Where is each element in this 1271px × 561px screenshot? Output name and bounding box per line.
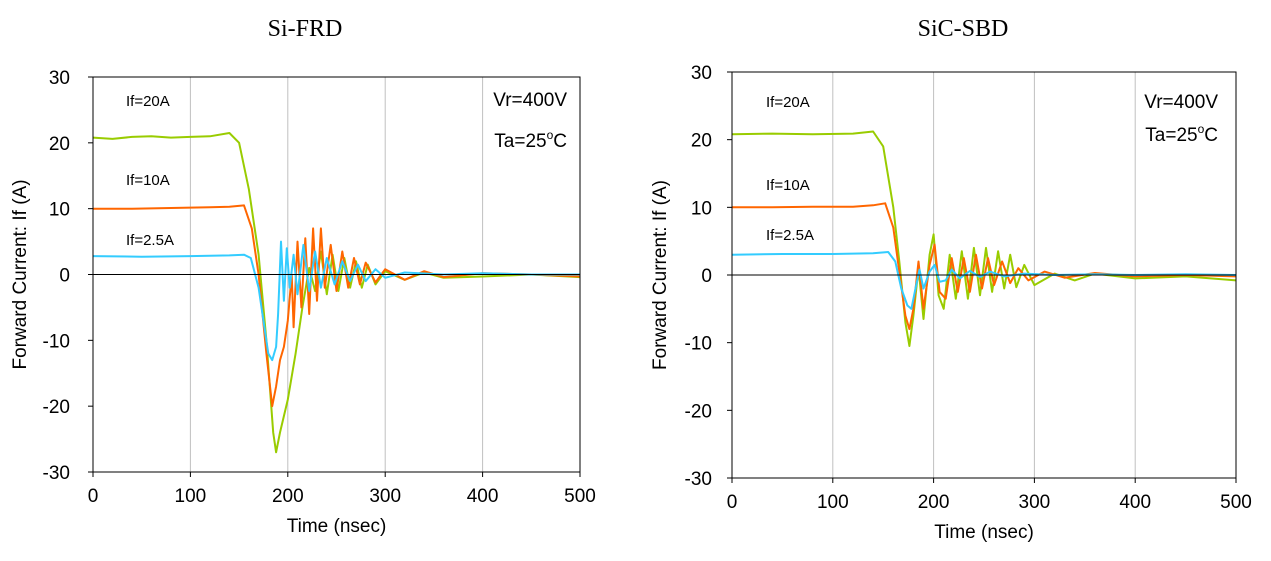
x-tick-label: 0 [88, 486, 99, 507]
temp-prefix: Ta=25 [494, 131, 546, 152]
x-tick-label: 400 [1119, 492, 1151, 513]
temp-suffix: C [553, 131, 567, 152]
series-annotation: If=10A [126, 172, 170, 189]
series-line [731, 251, 1237, 310]
y-axis-label: Forward Current: If (A) [10, 179, 31, 369]
x-tick-label: 400 [467, 486, 499, 507]
y-tick-label: 20 [691, 131, 712, 152]
y-tick-label: 10 [49, 200, 70, 221]
series-annotation: If=2.5A [766, 227, 814, 244]
x-tick-label: 500 [1220, 492, 1252, 513]
x-tick-label: 100 [817, 492, 849, 513]
y-tick-label: -20 [43, 397, 70, 418]
y-tick-label: 30 [49, 68, 70, 89]
y-axis-label: Forward Current: If (A) [650, 180, 671, 370]
x-tick-label: 200 [918, 492, 950, 513]
x-tick-label: 300 [1019, 492, 1051, 513]
y-tick-label: 0 [59, 266, 70, 287]
series-line [731, 130, 1237, 347]
series-annotation: If=20A [126, 93, 170, 110]
y-tick-label: -20 [685, 401, 712, 422]
series-annotation: If=20A [766, 94, 810, 111]
temperature-condition: Ta=25oC [494, 128, 567, 152]
x-tick-label: 500 [564, 486, 596, 507]
temperature-condition: Ta=25oC [1145, 122, 1218, 146]
series-annotation: If=10A [766, 177, 810, 194]
voltage-condition: Vr=400V [493, 90, 567, 111]
temp-degree: o [547, 128, 554, 142]
x-axis-label: Time (nsec) [287, 516, 387, 537]
x-tick-label: 200 [272, 486, 304, 507]
y-tick-label: -30 [43, 463, 70, 484]
x-tick-label: 0 [727, 492, 738, 513]
y-tick-label: 20 [49, 134, 70, 155]
temp-degree: o [1198, 122, 1205, 136]
y-tick-label: -10 [685, 334, 712, 355]
y-tick-label: 30 [691, 63, 712, 84]
chart-title: SiC-SBD [918, 16, 1009, 42]
voltage-condition: Vr=400V [1144, 92, 1218, 113]
series-line [732, 202, 1237, 331]
y-tick-label: -30 [685, 469, 712, 490]
x-tick-label: 300 [369, 486, 401, 507]
x-tick-label: 100 [175, 486, 207, 507]
y-tick-label: 0 [701, 266, 712, 287]
temp-prefix: Ta=25 [1145, 125, 1197, 146]
temp-suffix: C [1204, 125, 1218, 146]
y-tick-label: -10 [43, 331, 70, 352]
series-annotation: If=2.5A [126, 232, 174, 249]
y-tick-label: 10 [691, 198, 712, 219]
x-axis-label: Time (nsec) [934, 522, 1034, 543]
series-line [92, 240, 580, 362]
chart-title: Si-FRD [268, 16, 343, 42]
series-line [92, 132, 581, 454]
